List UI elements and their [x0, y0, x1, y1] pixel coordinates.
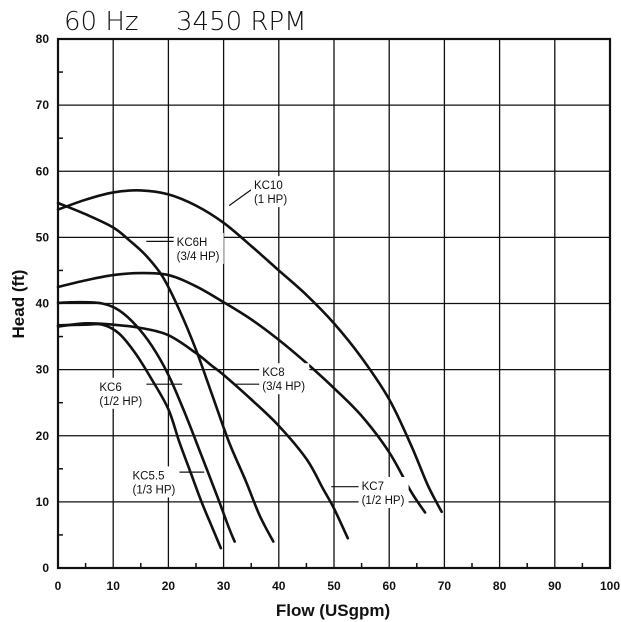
- x-tick-label: 90: [548, 579, 562, 593]
- curve-label-model: KC5.5: [133, 470, 165, 482]
- curve-kc5-5: [56, 322, 223, 550]
- label-leader-lines: [132, 189, 359, 488]
- chart-header: 60 Hz 3450 RPM: [64, 7, 307, 37]
- curve-label-background: [259, 363, 310, 395]
- curve-label-background: [358, 476, 409, 508]
- curve-label-background: [173, 232, 224, 264]
- y-tick-label: 70: [36, 98, 50, 112]
- curve-label-model: KC10: [254, 180, 283, 192]
- curve-label-model: KC6H: [177, 237, 208, 249]
- curve-label-power: (1 HP): [254, 194, 287, 206]
- x-tick-label: 0: [55, 579, 62, 593]
- curve-kc7: [56, 321, 350, 540]
- y-tick-label: 30: [36, 363, 50, 377]
- x-tick-label: 80: [493, 579, 507, 593]
- plot-border: [56, 37, 612, 570]
- curve-label-power: (1/3 HP): [133, 484, 176, 496]
- y-tick-label: 50: [36, 230, 50, 244]
- x-tick-label: 70: [438, 579, 452, 593]
- y-tick-label: 20: [36, 429, 50, 443]
- curve-label-model: KC6: [99, 382, 121, 394]
- curve-labels: KC10 (1 HP) KC6H (3/4 HP) KC8 (3/4 HP) KC7 (1/2…: [96, 176, 409, 508]
- frequency-title: 60 Hz: [64, 7, 139, 37]
- speed-title: 3450 RPM: [176, 7, 307, 37]
- curve-kc6: [56, 300, 236, 543]
- grid: [58, 39, 610, 568]
- y-axis-title: Head (ft): [9, 270, 28, 339]
- x-axis-title: Flow (USgpm): [276, 601, 390, 620]
- x-tick-label: 60: [383, 579, 397, 593]
- curve-label-model: KC8: [262, 367, 284, 379]
- curve-label-model: KC7: [362, 481, 384, 493]
- curve-kc10: [56, 189, 443, 514]
- curve-label-power: (3/4 HP): [177, 251, 220, 263]
- curve-label-power: (1/2 HP): [99, 396, 142, 408]
- curve-label-power: (1/2 HP): [362, 495, 405, 507]
- y-tick-label: 80: [36, 32, 50, 46]
- x-tick-label: 50: [327, 579, 341, 593]
- curve-label-leader: [228, 189, 252, 207]
- pump-curves: [56, 189, 443, 550]
- y-tick-label: 10: [36, 495, 50, 509]
- x-tick-label: 20: [162, 579, 176, 593]
- curve-label-background: [96, 377, 147, 409]
- y-tick-label: 0: [42, 561, 49, 575]
- x-tick-labels: 0 10 20 30 40 50 60 70 80 90 100: [55, 579, 621, 593]
- y-tick-labels: 0 10 20 30 40 50 60 70 80: [36, 32, 50, 575]
- y-tick-label: 40: [36, 297, 50, 311]
- curve-label-background: [250, 176, 301, 208]
- curve-label-background: [129, 466, 180, 498]
- x-tick-label: 10: [107, 579, 121, 593]
- curve-label-power: (3/4 HP): [262, 381, 305, 393]
- x-tick-label: 30: [217, 579, 231, 593]
- x-tick-label: 100: [600, 579, 620, 593]
- curve-kc8: [56, 271, 427, 514]
- plot-frame: [56, 37, 612, 570]
- curve-kc6h: [56, 201, 275, 543]
- y-tick-label: 60: [36, 164, 50, 178]
- x-tick-label: 40: [272, 579, 286, 593]
